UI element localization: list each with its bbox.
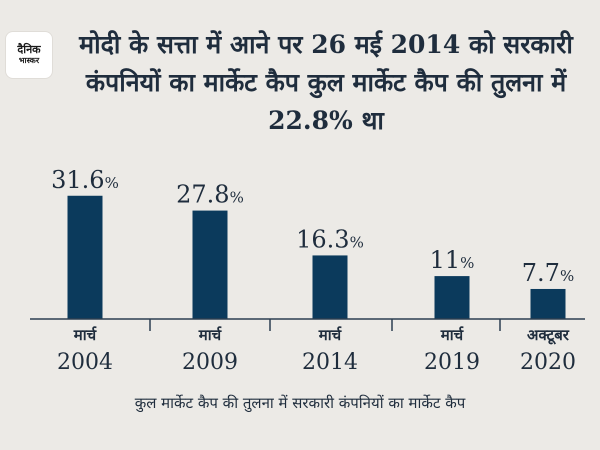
value-label-2019: 11% [430,246,475,274]
value-label-2014: 16.3% [296,225,364,253]
x-tick-year-2019: 2019 [424,350,480,375]
logo-text-line2: भास्कर [18,56,40,65]
bar-2014 [312,255,348,319]
value-label-2009: 27.8% [176,181,244,209]
dainik-bhaskar-logo: दैनिक भास्कर [6,32,52,78]
bar-2004 [67,195,103,319]
x-tick-month-2014: मार्च [318,326,343,344]
x-tick-month-2019: मार्च [440,326,465,344]
x-tick-month-2009: मार्च [198,326,223,344]
bar-2009 [192,210,228,319]
value-label-2020: 7.7% [522,259,574,287]
x-tick-year-2004: 2004 [57,350,113,375]
x-tick-month-2004: मार्च [73,326,98,344]
bar-2019 [434,276,470,319]
bar-2020 [530,288,566,319]
value-label-2004: 31.6% [51,166,119,194]
x-tick-year-2009: 2009 [182,350,238,375]
chart-title: मोदी के सत्ता में आने पर 26 मई 2014 को स… [79,30,573,135]
x-tick-month-2020: अक्टूबर [527,326,570,345]
logo-text-line1: दैनिक [17,43,41,56]
x-tick-year-2020: 2020 [520,350,576,375]
x-tick-year-2014: 2014 [302,350,358,375]
chart-caption: कुल मार्केट कैप की तुलना में सरकारी कंपन… [134,394,466,412]
bar-chart: 31.6% मार्च 2004 27.8% मार्च 2009 16.3% मार्च 20… [30,166,585,375]
